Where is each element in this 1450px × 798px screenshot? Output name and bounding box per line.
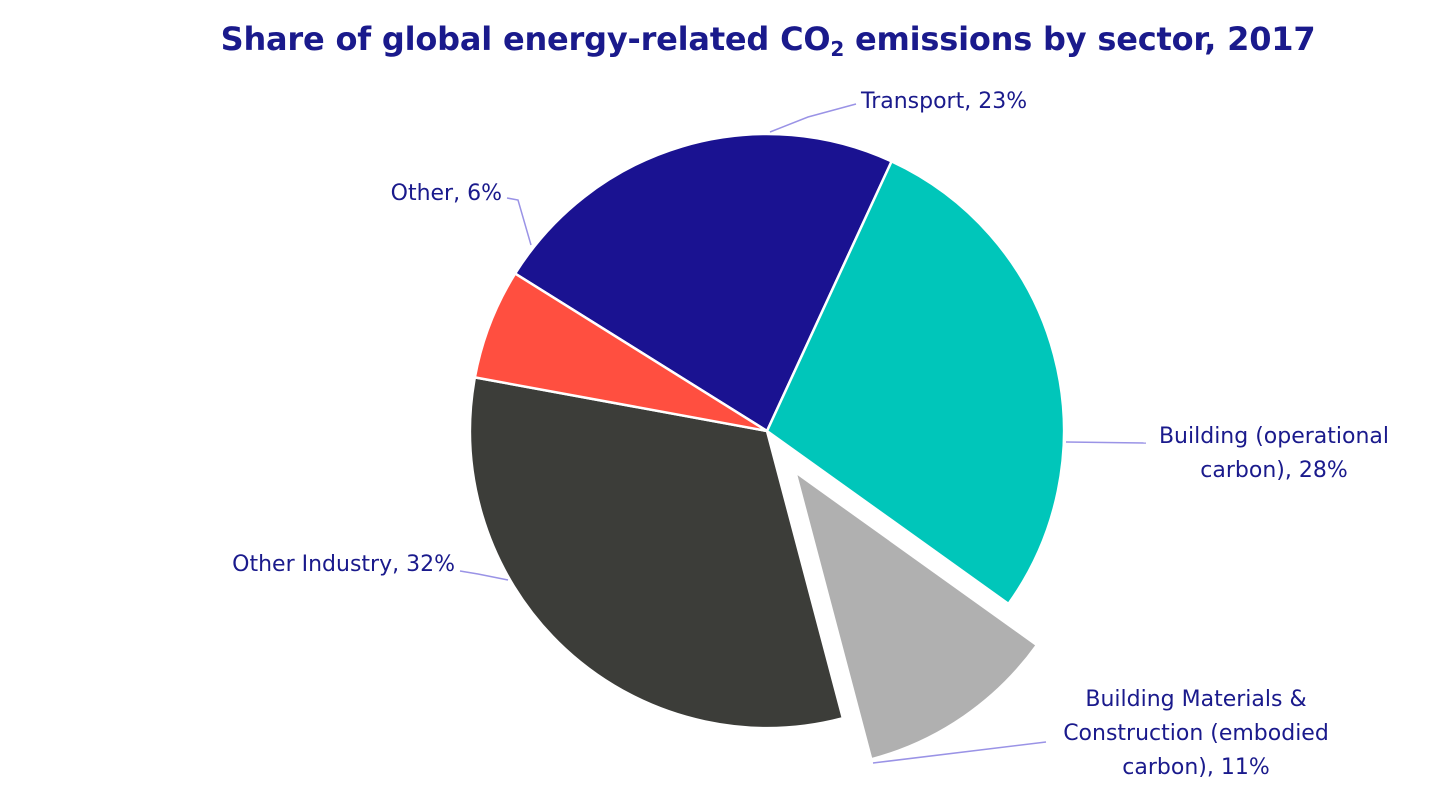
leader-line bbox=[459, 570, 509, 581]
slice-label: Building (operational carbon), 28% bbox=[1159, 424, 1389, 483]
slice-label: Transport, 23% bbox=[860, 89, 1027, 114]
chart-title-subscript: 2 bbox=[830, 37, 845, 61]
leader-line bbox=[1065, 441, 1147, 444]
leader-line bbox=[506, 197, 532, 246]
leader-line bbox=[769, 103, 857, 133]
slice-label: Other, 6% bbox=[391, 181, 502, 206]
pie-slice-building-materials-construction-embodied-carbon bbox=[794, 470, 1039, 761]
slice-label-line: Building (operational bbox=[1159, 424, 1389, 449]
pie-slice-building-operational-carbon bbox=[765, 160, 1066, 606]
slice-label-line: carbon), 11% bbox=[1122, 755, 1269, 780]
slice-label-line: carbon), 28% bbox=[1200, 458, 1347, 483]
slice-label: Building Materials & Construction (embodi… bbox=[1063, 687, 1329, 780]
slice-label-line: Construction (embodied bbox=[1063, 721, 1329, 746]
slice-label-line: Building Materials & bbox=[1085, 687, 1306, 712]
slice-label: Other Industry, 32% bbox=[232, 552, 455, 577]
pie-slice-other bbox=[473, 272, 769, 433]
slice-label-line: Transport, 23% bbox=[860, 89, 1027, 114]
leader-line bbox=[872, 741, 1047, 764]
slice-label-line: Other Industry, 32% bbox=[232, 552, 455, 577]
chart-title: Share of global energy-related CO2 emiss… bbox=[0, 20, 1450, 61]
pie-slice-transport bbox=[513, 132, 893, 433]
chart-title-rest: emissions by sector, 2017 bbox=[844, 20, 1316, 58]
chart-title-main: Share of global energy-related CO bbox=[220, 20, 831, 58]
slice-label-line: Other, 6% bbox=[391, 181, 502, 206]
pie-slice-other-industry bbox=[468, 376, 845, 730]
